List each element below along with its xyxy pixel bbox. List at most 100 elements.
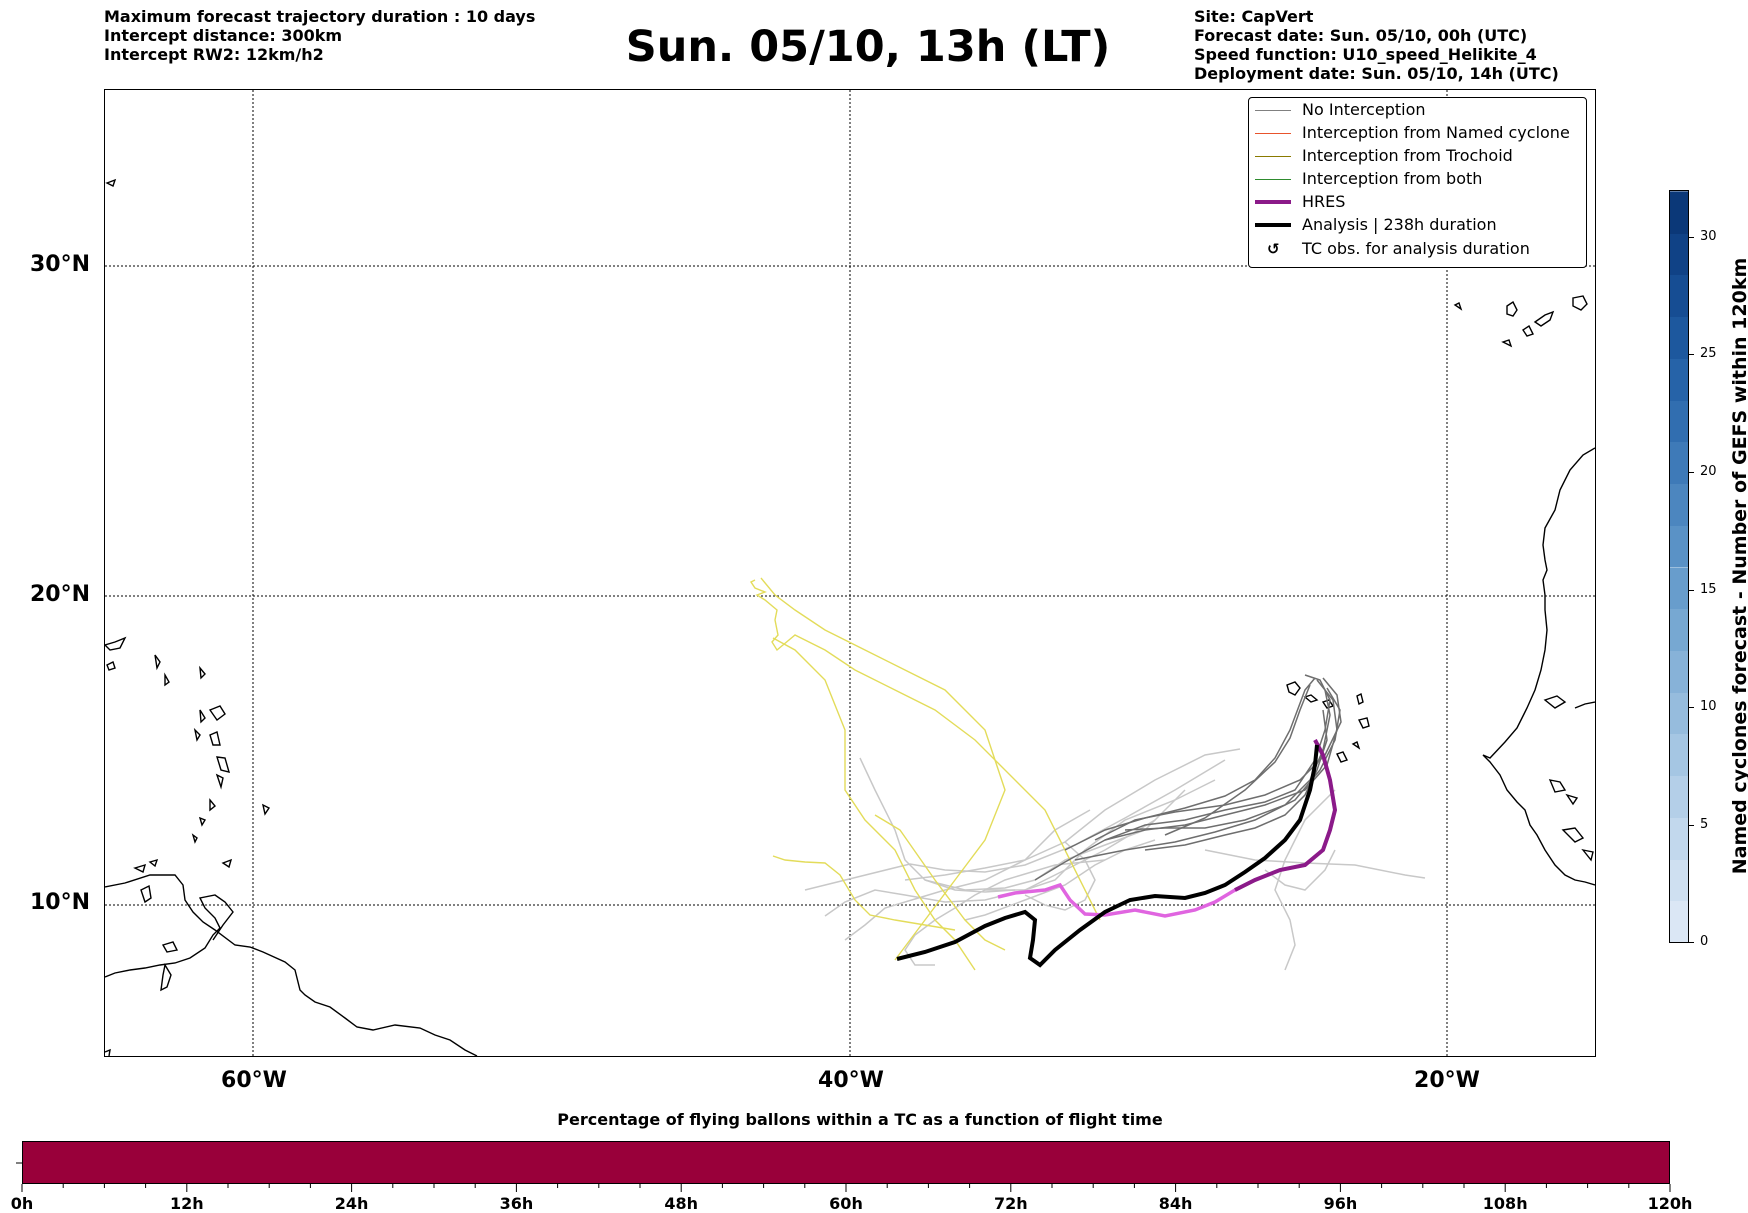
coast-bottom-left (105, 1048, 111, 1056)
colorbar-segment (1670, 524, 1688, 568)
coastlines (105, 178, 1595, 1056)
lon-label-40w: 40°W (818, 1068, 884, 1093)
traj-light-12 (1264, 849, 1336, 891)
legend-item-tc-obs: ↺ TC obs. for analysis duration (1249, 239, 1586, 259)
colorbar-tick-20: 20 (1689, 464, 1717, 479)
island-tenerife (1533, 310, 1555, 327)
island-puerto-rico (105, 636, 127, 651)
islands-leeward (154, 654, 206, 687)
island-st-lucia (215, 773, 224, 790)
island-hierro (1501, 339, 1513, 348)
header-duration: Maximum forecast trajectory duration : 1… (104, 7, 536, 26)
timebar-tick-marks (21, 1184, 1671, 1192)
traj-yellow-1 (749, 579, 1101, 921)
south-america-coast (105, 874, 478, 1056)
lat-label-20n: 20°N (29, 582, 90, 607)
cyclone-colorbar (1669, 190, 1689, 943)
header-speed-function: Speed function: U10_speed_Helikite_4 (1194, 45, 1537, 64)
legend-item-both: Interception from both (1249, 169, 1586, 189)
header-right: Site: CapVert Forecast date: Sun. 05/10,… (1194, 7, 1559, 83)
colorbar-segment (1670, 691, 1688, 735)
island-small-1 (106, 661, 116, 671)
colorbar-segment (1670, 566, 1688, 610)
traj-light-4 (1274, 789, 1336, 971)
header-left: Maximum forecast trajectory duration : 1… (104, 7, 535, 64)
map-canvas (105, 90, 1595, 1056)
traj-light-13 (1024, 841, 1096, 911)
colorbar-segment (1670, 191, 1688, 234)
trajectory-map[interactable]: No Interception Interception from Named … (104, 89, 1596, 1057)
timebar-tick-84h: 84h (1158, 1194, 1193, 1213)
legend-swatch-hres (1255, 200, 1291, 204)
legend-label-tc-obs: TC obs. for analysis duration (1302, 239, 1530, 258)
header-intercept-rw2: Intercept RW2: 12km/h2 (104, 45, 324, 64)
legend-item-no-interception: No Interception (1249, 100, 1586, 120)
timebar-tick-108h: 108h (1482, 1194, 1528, 1213)
lat-label-30n: 30°N (29, 252, 90, 277)
venezuela-coast (105, 894, 234, 978)
traj-light-9 (844, 809, 1091, 941)
africa-inlet-gambia (1543, 695, 1595, 709)
colorbar-tick-30: 30 (1689, 229, 1717, 244)
legend-item-trochoid: Interception from Trochoid (1249, 146, 1586, 166)
traj-yellow-2 (760, 577, 1006, 961)
analysis-trajectory (896, 744, 1319, 968)
timebar-tick-96h: 96h (1323, 1194, 1358, 1213)
legend-item-named-cyclone: Interception from Named cyclone (1249, 123, 1586, 143)
colorbar-segment (1670, 733, 1688, 777)
colorbar-segment (1670, 316, 1688, 359)
timebar-tick-24h: 24h (334, 1194, 369, 1213)
legend-swatch-no-interception (1255, 110, 1291, 111)
colorbar-label: Named cyclones forecast - Number of GEFS… (1729, 257, 1748, 875)
island-tobago (221, 858, 233, 869)
legend-item-hres: HRES (1249, 192, 1586, 212)
timebar-tick-12h: 12h (169, 1194, 204, 1213)
traj-light-6 (1204, 849, 1426, 879)
colorbar-segment (1670, 274, 1688, 318)
colorbar-segment (1670, 816, 1688, 860)
island-gran-canaria (1572, 295, 1588, 311)
traj-dark-7 (1164, 684, 1311, 836)
traj-light-3 (924, 789, 1186, 891)
legend-swatch-both (1255, 179, 1291, 180)
page-title: Sun. 05/10, 13h (LT) (625, 22, 1111, 72)
timebar-rect (23, 1142, 1669, 1183)
legend-label-hres: HRES (1302, 192, 1346, 211)
island-dominica (209, 731, 221, 746)
island-coast (160, 963, 172, 992)
traj-yellow-3 (772, 637, 976, 971)
timebar-tick-72h: 72h (993, 1194, 1028, 1213)
island-santo-antao (1286, 681, 1301, 696)
island-boa-vista (1357, 717, 1370, 729)
island-guadeloupe (208, 705, 226, 721)
island-martinique (216, 756, 231, 773)
colorbar-segment (1670, 232, 1688, 276)
island-margarita (140, 884, 152, 904)
traj-dark-8 (1094, 677, 1342, 841)
colorbar-tick-0: 0 (1688, 934, 1708, 949)
traj-light-11 (985, 779, 1216, 891)
timebar-left-tick (16, 1162, 22, 1164)
islands-windward (191, 798, 216, 844)
islands-guinea (1561, 827, 1594, 862)
legend-item-analysis: Analysis | 238h duration (1249, 215, 1586, 235)
legend-label-analysis: Analysis | 238h duration (1302, 215, 1497, 234)
colorbar-segment (1670, 858, 1688, 902)
traj-dark-6 (1144, 709, 1328, 851)
colorbar-segment (1670, 608, 1688, 651)
lon-label-20w: 20°W (1414, 1068, 1480, 1093)
trajectories-dark (1034, 674, 1342, 881)
colorbar-tick-5: 5 (1688, 817, 1708, 832)
colorbar-segment (1670, 483, 1688, 526)
lat-label-10n: 10°N (29, 890, 90, 915)
islands-bissagos (1548, 779, 1579, 806)
timebar-title: Percentage of flying ballons within a TC… (557, 1110, 1163, 1129)
islands-virgin (193, 709, 206, 742)
island-bermuda (105, 178, 117, 187)
colorbar-tick-15: 15 (1689, 582, 1717, 597)
gridlines (105, 90, 1595, 1056)
timebar (22, 1141, 1670, 1184)
header-forecast-date: Forecast date: Sun. 05/10, 00h (UTC) (1194, 26, 1528, 45)
africa-coast (1482, 447, 1595, 886)
traj-dark-5 (1074, 687, 1341, 861)
